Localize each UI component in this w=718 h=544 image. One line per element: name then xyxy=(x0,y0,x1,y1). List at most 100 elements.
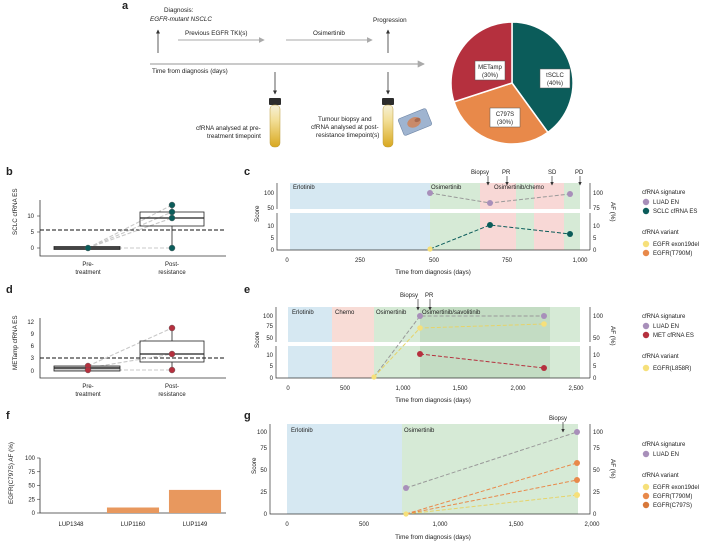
panel-e-met-point xyxy=(541,365,547,371)
panel-e-l858r-point xyxy=(541,321,547,327)
panel-d-xlabel: treatment xyxy=(75,392,101,398)
panel-f-ytick: 0 xyxy=(32,511,36,517)
legend-swatch xyxy=(642,322,650,330)
panel-b-connector-lines xyxy=(87,204,173,249)
panel-e-ytick-right: 50 xyxy=(593,336,600,342)
panel-d-xlabel: Pre- xyxy=(82,384,93,390)
legend-swatch xyxy=(642,249,650,257)
panel-g-xtick: 500 xyxy=(359,522,370,528)
panel-letter-f: f xyxy=(6,410,10,422)
panel-c-ylabel: Score xyxy=(254,205,261,222)
panel-c-ytick: 50 xyxy=(267,206,274,212)
panel-d: d METamp cfRNA ES 0 3 6 9 12 Pre- treatm… xyxy=(6,284,226,398)
panel-e-luad-point xyxy=(541,313,547,319)
panel-c: c Erlotinib Osimertinib Osimertinib/chem… xyxy=(244,166,616,276)
panel-d-points xyxy=(84,324,176,374)
panel-f-ytick: 50 xyxy=(28,484,35,490)
panel-d-xlabel: Post- xyxy=(165,384,179,390)
panel-c-event: SD xyxy=(548,170,557,176)
panel-f-ylabel: EGFR(C797S) AF (%) xyxy=(8,442,15,504)
legend-title: cfRNA signature xyxy=(642,190,686,196)
legend-title: cfRNA signature xyxy=(642,442,686,448)
panel-g-region-osimertinib xyxy=(402,424,578,514)
pie-slice-pct: (30%) xyxy=(497,120,513,126)
panel-e-ytick: 5 xyxy=(270,364,274,370)
panel-f-category-label: LUP1348 xyxy=(58,522,84,528)
panel-e-ytick: 75 xyxy=(266,324,273,330)
panel-e-ytick: 100 xyxy=(263,314,274,320)
legend-item: EGFR(L858R) xyxy=(653,366,691,372)
panel-f: f EGFR(C797S) AF (%) 0 25 50 75 100 LUP1348 LU… xyxy=(6,410,226,528)
panel-g-xtick: 1,500 xyxy=(508,522,524,528)
panel-b-xlabel: Pre- xyxy=(82,262,93,268)
pie-slice-label: METamp xyxy=(478,65,502,71)
panel-c-luad-point xyxy=(427,190,433,196)
pie-slice-pct: (40%) xyxy=(547,81,563,87)
panel-g: g Erlotinib Osimertinib Biopsy Score AF … xyxy=(244,410,616,541)
panel-e-xtick: 1,000 xyxy=(395,386,411,392)
panel-b-ytick: 10 xyxy=(27,214,34,220)
tissue-slide-icon xyxy=(398,108,432,136)
panel-g-luad-point xyxy=(403,485,409,491)
panel-e: e Erlotinib Chemo Osimertinib Osimertini… xyxy=(244,284,616,404)
panel-e-ytick-right: 100 xyxy=(593,314,604,320)
panel-b-xlabel: treatment xyxy=(75,270,101,276)
pie-slice-label: C797S xyxy=(496,112,514,118)
panel-c-xtick: 1,000 xyxy=(572,258,588,264)
panel-b-ytick: 0 xyxy=(31,246,35,252)
panel-g-ylabel: Score xyxy=(251,457,258,474)
panel-g-xtick: 0 xyxy=(285,522,289,528)
panel-e-met-line xyxy=(419,353,545,369)
panel-letter-g: g xyxy=(244,410,251,422)
panel-e-xlabel: Time from diagnosis (days) xyxy=(395,397,471,404)
panel-c-luad-point xyxy=(567,191,573,197)
panel-c-axis-bottom xyxy=(276,213,590,251)
panel-f-bar xyxy=(106,507,160,513)
panel-d-ytick: 6 xyxy=(31,344,35,350)
pie-label-box xyxy=(489,107,521,128)
legend-item: EGFR(T790M) xyxy=(653,494,692,500)
panel-c-ytick-right: 0 xyxy=(593,248,597,254)
panel-d-axes xyxy=(39,318,226,379)
panel-c-event: PR xyxy=(502,170,511,176)
panel-e-region-tail xyxy=(550,307,580,342)
panel-c-region-osimertinib xyxy=(430,183,480,209)
legend-item: EGFR exon19del xyxy=(653,242,699,248)
panel-g-luad-point xyxy=(574,429,580,435)
cfrna-pre-label-1: cfRNA analysed at pre- xyxy=(196,125,261,132)
panel-g-ytick: 75 xyxy=(260,446,267,452)
panel-f-ytick: 25 xyxy=(28,497,35,503)
panel-g-ytick-right: 25 xyxy=(593,490,600,496)
panel-f-bar xyxy=(168,489,222,513)
legend-item: LUAD EN xyxy=(653,200,679,206)
panel-d-ylabel: METamp cfRNA ES xyxy=(12,315,19,370)
legend-title: cfRNA variant xyxy=(642,354,679,360)
legend-item: SCLC cfRNA ES xyxy=(653,209,697,215)
pie-slice-label: tSCLC xyxy=(546,73,564,79)
legend-swatch xyxy=(642,240,650,248)
panel-e-region-erlotinib xyxy=(288,307,332,342)
panel-d-connector-lines xyxy=(87,327,173,371)
legend-item: EGFR(T790M) xyxy=(653,251,692,257)
panel-b-points xyxy=(84,201,176,252)
legend-swatch xyxy=(642,492,650,500)
diagnosis-subtitle: EGFR-mutant NSCLC xyxy=(150,16,212,23)
legend-title: cfRNA signature xyxy=(642,314,686,320)
panel-a: a Diagnosis: EGFR-mutant NSCLC Previous … xyxy=(122,0,574,148)
pie-label-box xyxy=(474,60,506,81)
legend-swatch xyxy=(642,483,650,491)
legend-item: EGFR exon19del xyxy=(653,485,699,491)
legend-title: cfRNA variant xyxy=(642,473,679,479)
panel-b-ticks xyxy=(37,215,40,249)
panel-c-event: Biopsy xyxy=(471,170,489,176)
panel-e-ytick-right: 0 xyxy=(593,376,597,382)
panel-e-region-label: Osimertinib xyxy=(376,310,407,316)
panel-c-variant-point xyxy=(427,246,433,252)
panel-d-ytick: 3 xyxy=(31,356,35,362)
panel-e-event: PR xyxy=(425,293,434,299)
panel-e-met-point xyxy=(417,351,423,357)
panel-g-exon19-point xyxy=(574,492,580,498)
blood-tube-icon xyxy=(269,98,281,148)
pie-slice-pct: (30%) xyxy=(482,73,498,79)
